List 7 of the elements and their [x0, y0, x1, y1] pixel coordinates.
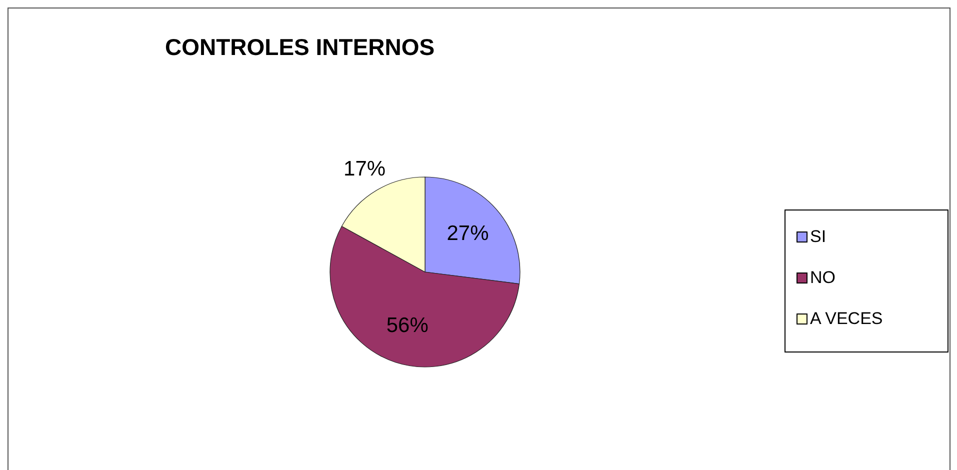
data-label: 17%: [344, 157, 386, 180]
data-label: 56%: [386, 314, 428, 337]
legend-label: A VECES: [810, 309, 883, 328]
chart-title: CONTROLES INTERNOS: [165, 34, 435, 60]
legend-label: NO: [810, 268, 836, 287]
legend-label: SI: [810, 227, 826, 246]
data-label: 27%: [446, 222, 489, 245]
